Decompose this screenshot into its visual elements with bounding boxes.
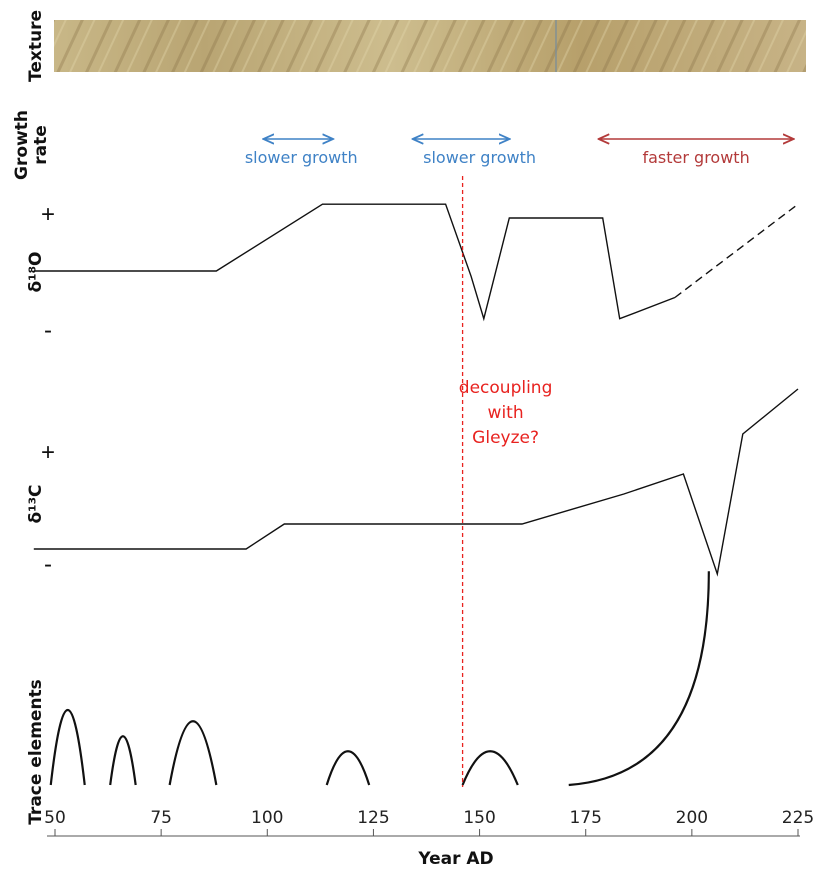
- growth-label-slower-1: slower growth: [245, 148, 358, 167]
- growth-label-line2: rate: [31, 125, 51, 165]
- trace-peak-3: [168, 720, 218, 786]
- d13c-label: δ¹³C: [26, 484, 46, 523]
- d18o-minus-sign: -: [44, 317, 52, 344]
- texture-label: Texture: [26, 10, 46, 82]
- x-tick-label-100: 100: [251, 808, 283, 828]
- trace-elements-series: [49, 571, 710, 787]
- d18o-series-dashed: [674, 203, 799, 299]
- x-tick-label-150: 150: [463, 808, 495, 828]
- trace-peak-4: [325, 750, 371, 786]
- x-tick-label-75: 75: [150, 808, 172, 828]
- decoupling-label-line1: decoupling: [459, 378, 553, 398]
- growth-rate-annotations: slower growth slower growth faster growt…: [245, 139, 794, 167]
- texture-strip: [54, 20, 806, 72]
- d13c-minus-sign: -: [44, 551, 52, 578]
- x-tick-label-175: 175: [569, 808, 601, 828]
- trace-elements-label: Trace elements: [26, 679, 46, 825]
- decoupling-label-line2: with: [488, 403, 524, 423]
- d18o-series-line: [33, 203, 676, 322]
- growth-label-line1: Growth: [12, 110, 32, 180]
- d13c-plus-sign: +: [41, 439, 55, 466]
- x-tick-label-200: 200: [676, 808, 708, 828]
- decoupling-label-line3: Gleyze?: [472, 428, 539, 448]
- growth-label-faster: faster growth: [642, 148, 749, 167]
- trace-peak-5: [461, 750, 519, 786]
- growth-label-slower-2: slower growth: [423, 148, 536, 167]
- x-tick-label-50: 50: [44, 808, 66, 828]
- trace-rise-curve: [568, 571, 710, 787]
- trace-peak-2: [109, 735, 137, 786]
- x-axis: 50 75 100 125 150 175 200 225: [44, 808, 814, 837]
- x-axis-title: Year AD: [417, 849, 493, 869]
- d18o-plus-sign: +: [41, 201, 55, 228]
- x-tick-label-225: 225: [782, 808, 814, 828]
- x-tick-label-125: 125: [357, 808, 389, 828]
- trace-peak-1: [49, 709, 86, 786]
- d18o-label: δ¹⁸O: [26, 251, 46, 292]
- d13c-series-line: [33, 388, 799, 577]
